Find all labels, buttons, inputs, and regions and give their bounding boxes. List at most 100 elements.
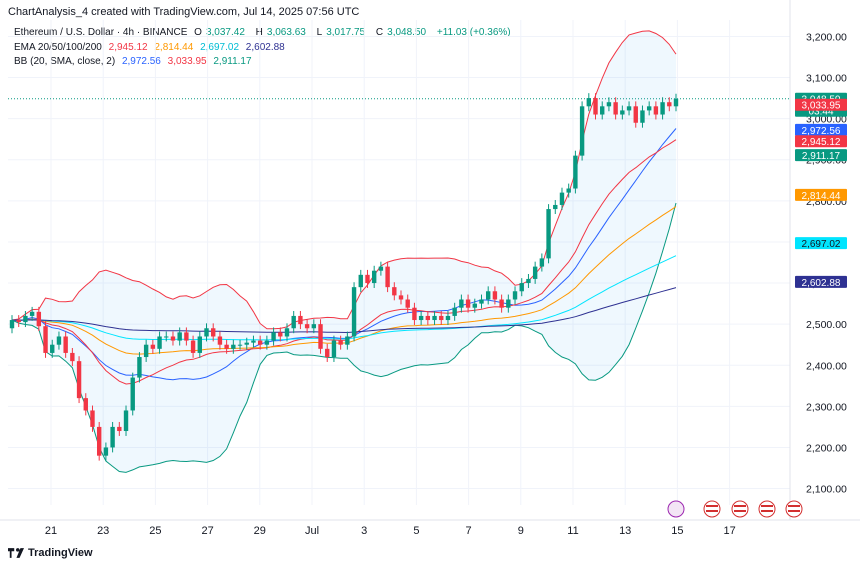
x-tick-label: 9 [518, 525, 524, 537]
ema200-tag-bg [795, 275, 847, 288]
candle-body [345, 336, 350, 345]
x-tick-label: 11 [567, 525, 578, 537]
ema100-tag-bg [795, 237, 847, 250]
flag-outline [731, 500, 749, 518]
candle [9, 315, 15, 334]
candle [23, 311, 28, 328]
bb-fill [12, 30, 676, 473]
candle [278, 327, 283, 342]
us-flag-icon [731, 500, 749, 518]
x-tick-label: 27 [201, 525, 213, 537]
candle [137, 352, 142, 383]
candle [190, 335, 196, 358]
candle-body [43, 326, 48, 353]
candle [600, 101, 605, 120]
candle-body [257, 340, 263, 345]
chart-attribution: ChartAnalysis_4 created with TradingView… [8, 6, 360, 18]
open-value: O 3,037.42 [194, 27, 245, 38]
candle [606, 97, 612, 112]
bb-lower-tag-text: 2,911.17 [802, 151, 841, 162]
candle-body [432, 315, 437, 321]
price-chart[interactable]: 2,100.00 2,200.00 2,300.00 2,400.00 2,500.00… [0, 0, 860, 545]
candle-body [660, 102, 665, 115]
candle-body [23, 315, 28, 323]
x-tick-label: 3 [361, 525, 367, 537]
ema100-value: 2,697.02 [200, 42, 240, 53]
candle-body [398, 295, 404, 300]
candle [673, 93, 679, 112]
candle-body [170, 336, 176, 341]
candle-body [110, 426, 115, 448]
candle-body [130, 377, 135, 411]
flag-outline [703, 500, 721, 518]
candle-body [70, 352, 75, 362]
y-tick-label: 2,500.00 [806, 319, 847, 331]
candle [432, 311, 437, 325]
candle-body [653, 106, 659, 115]
candlesticks [9, 93, 679, 461]
candle [304, 319, 310, 334]
candle-body [244, 342, 249, 345]
x-tick-label: 25 [149, 525, 161, 537]
tradingview-logo-icon [8, 548, 24, 558]
ema20-value: 2,945.12 [108, 42, 148, 53]
candle-body [29, 311, 35, 316]
candle [519, 278, 524, 297]
x-tick-label: Jul [305, 525, 319, 537]
ema100-tag-text: 2,697.02 [802, 239, 841, 250]
candle-body [36, 311, 42, 327]
candle-body [150, 344, 156, 349]
candle [63, 331, 68, 358]
candle-body [318, 324, 323, 349]
candle-body [184, 332, 189, 341]
candle [586, 93, 592, 112]
candle-body [103, 447, 109, 456]
candle [492, 286, 498, 305]
candle-body [137, 357, 142, 378]
candle-body [325, 348, 330, 358]
candle [398, 290, 404, 305]
candle-body [613, 102, 618, 115]
flag-stripe [706, 505, 718, 507]
ema20-tag-bg [795, 135, 847, 148]
candle-body [445, 315, 451, 321]
low-value: L 3,017.75 [316, 27, 366, 38]
ema100-tag: 2,697.02 [795, 237, 847, 250]
candle [452, 302, 457, 321]
candle [90, 405, 95, 432]
candle-body [600, 106, 605, 115]
candle-body [506, 299, 511, 308]
tradingview-brand[interactable]: TradingView [8, 547, 93, 559]
candle-body [633, 106, 638, 123]
bollinger-bands [11, 30, 677, 473]
ema200-tag: 2,602.88 [795, 275, 847, 289]
candle [405, 294, 410, 313]
candle-body [532, 266, 538, 279]
candle [365, 269, 370, 288]
price-tags: 3,048.5003:443,033.952,972.562,945.122,9… [795, 92, 847, 289]
candle-body [177, 332, 182, 341]
candle [620, 105, 625, 120]
candle [660, 97, 665, 120]
x-tick-label: 13 [619, 525, 631, 537]
candle [425, 311, 431, 325]
ema20-line [11, 139, 677, 385]
candle [110, 421, 115, 453]
candle [217, 331, 223, 350]
candle [459, 294, 464, 313]
candle [640, 105, 645, 128]
x-tick-label: 21 [45, 525, 57, 537]
candle [197, 331, 202, 358]
candle [392, 282, 397, 301]
candle [83, 393, 88, 416]
candle-body [338, 340, 343, 345]
candle [439, 311, 444, 325]
candle-body [559, 192, 565, 205]
candle [559, 187, 565, 210]
candle [385, 261, 390, 293]
bb-upper-line [11, 30, 677, 330]
candle [566, 183, 571, 198]
candle-body [673, 98, 679, 107]
candle-body [539, 258, 545, 267]
